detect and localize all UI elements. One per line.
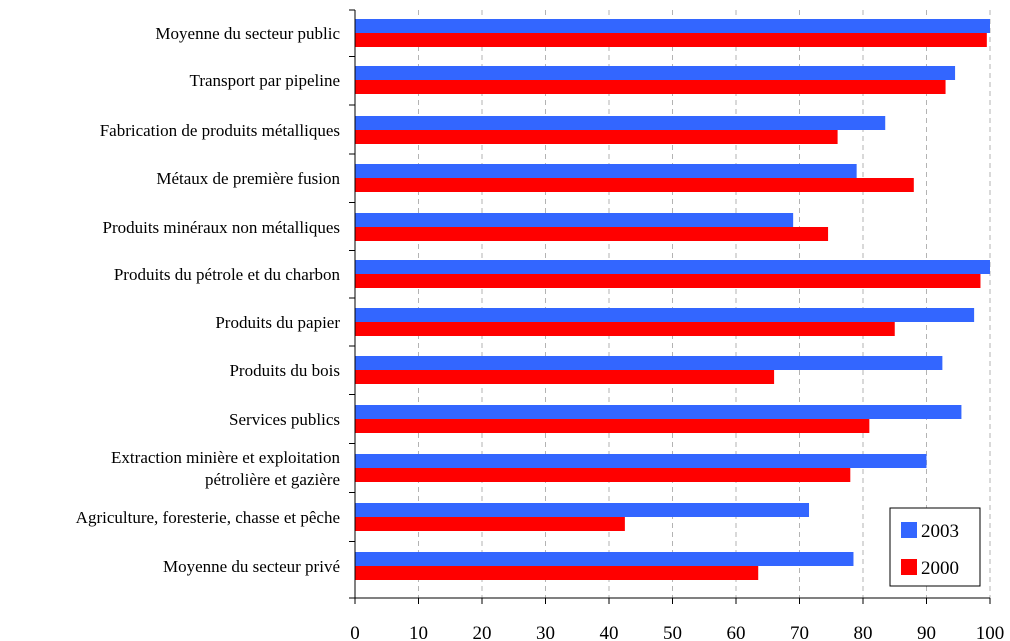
bar-2000-10 xyxy=(355,517,625,531)
axes xyxy=(349,9,991,604)
bar-2003-7 xyxy=(355,356,943,370)
x-tick-label: 60 xyxy=(727,623,746,641)
category-label: Services publics xyxy=(229,410,340,429)
category-label: Agriculture, foresterie, chasse et pêche xyxy=(76,508,340,527)
bar-2003-10 xyxy=(355,503,810,517)
x-tick-label: 0 xyxy=(350,623,360,641)
x-tick-label: 80 xyxy=(854,623,873,641)
x-tick-label: 100 xyxy=(976,623,1005,641)
x-tick-label: 10 xyxy=(409,623,428,641)
bar-2000-5 xyxy=(355,274,981,288)
bar-2000-9 xyxy=(355,468,851,482)
bar-2000-1 xyxy=(355,80,946,94)
x-tick-labels: 0 10 20 30 40 50 60 70 80 90 100 xyxy=(350,623,1004,641)
bar-2000-7 xyxy=(355,370,775,384)
category-label: Métaux de première fusion xyxy=(156,169,340,188)
category-label: Produits du papier xyxy=(215,313,340,332)
x-tick-label: 50 xyxy=(663,623,682,641)
gridlines xyxy=(418,10,991,598)
legend-label-2003: 2003 xyxy=(921,521,959,542)
category-label: Extraction minière et exploitation xyxy=(111,448,340,467)
bar-2003-6 xyxy=(355,308,975,322)
legend: 2003 2000 xyxy=(889,507,981,587)
bar-2003-11 xyxy=(355,552,854,566)
x-tick-label: 40 xyxy=(600,623,619,641)
bar-2003-0 xyxy=(355,19,990,33)
bar-2000-3 xyxy=(355,178,914,192)
category-label: Fabrication de produits métalliques xyxy=(100,121,340,140)
category-label: pétrolière et gazière xyxy=(205,470,340,489)
category-label: Produits du bois xyxy=(229,361,340,380)
bar-2003-8 xyxy=(355,405,962,419)
bars xyxy=(355,19,990,580)
bar-2000-4 xyxy=(355,227,829,241)
bar-2003-1 xyxy=(355,66,956,80)
category-label: Moyenne du secteur public xyxy=(155,24,340,43)
x-tick-label: 70 xyxy=(790,623,809,641)
bar-2003-3 xyxy=(355,164,857,178)
bar-2000-8 xyxy=(355,419,870,433)
category-label: Moyenne du secteur privé xyxy=(163,557,340,576)
x-tick-label: 30 xyxy=(536,623,555,641)
bar-2003-2 xyxy=(355,116,886,130)
bar-2000-6 xyxy=(355,322,895,336)
bar-2000-2 xyxy=(355,130,838,144)
category-label: Produits du pétrole et du charbon xyxy=(114,265,341,284)
bar-2003-5 xyxy=(355,260,990,274)
category-label: Transport par pipeline xyxy=(190,71,340,90)
legend-swatch-2003 xyxy=(901,522,917,538)
bar-2000-0 xyxy=(355,33,987,47)
bar-2003-9 xyxy=(355,454,927,468)
legend-swatch-2000 xyxy=(901,559,917,575)
x-tick-label: 20 xyxy=(473,623,492,641)
x-tick-label: 90 xyxy=(917,623,936,641)
bar-2003-4 xyxy=(355,213,794,227)
bar-2000-11 xyxy=(355,566,759,580)
legend-label-2000: 2000 xyxy=(921,558,959,579)
category-labels: Moyenne du secteur public Transport par p… xyxy=(76,24,341,576)
category-label: Produits minéraux non métalliques xyxy=(103,218,341,237)
